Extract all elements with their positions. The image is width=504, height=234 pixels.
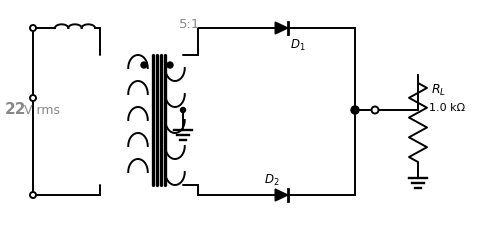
Text: $D_1$: $D_1$ bbox=[289, 38, 305, 53]
Text: 1.0 kΩ: 1.0 kΩ bbox=[429, 103, 465, 113]
Circle shape bbox=[371, 106, 379, 113]
Text: $D_2$: $D_2$ bbox=[264, 173, 279, 188]
Polygon shape bbox=[275, 189, 288, 201]
Circle shape bbox=[30, 95, 36, 101]
Circle shape bbox=[30, 192, 36, 198]
Text: V rms: V rms bbox=[20, 103, 60, 117]
Circle shape bbox=[30, 25, 36, 31]
Circle shape bbox=[167, 62, 173, 68]
Polygon shape bbox=[275, 22, 288, 34]
Circle shape bbox=[180, 107, 185, 113]
Text: 5:1: 5:1 bbox=[179, 18, 201, 31]
Text: 22: 22 bbox=[5, 102, 27, 117]
Circle shape bbox=[351, 106, 359, 114]
Text: $R_L$: $R_L$ bbox=[431, 83, 446, 98]
Circle shape bbox=[141, 62, 147, 68]
